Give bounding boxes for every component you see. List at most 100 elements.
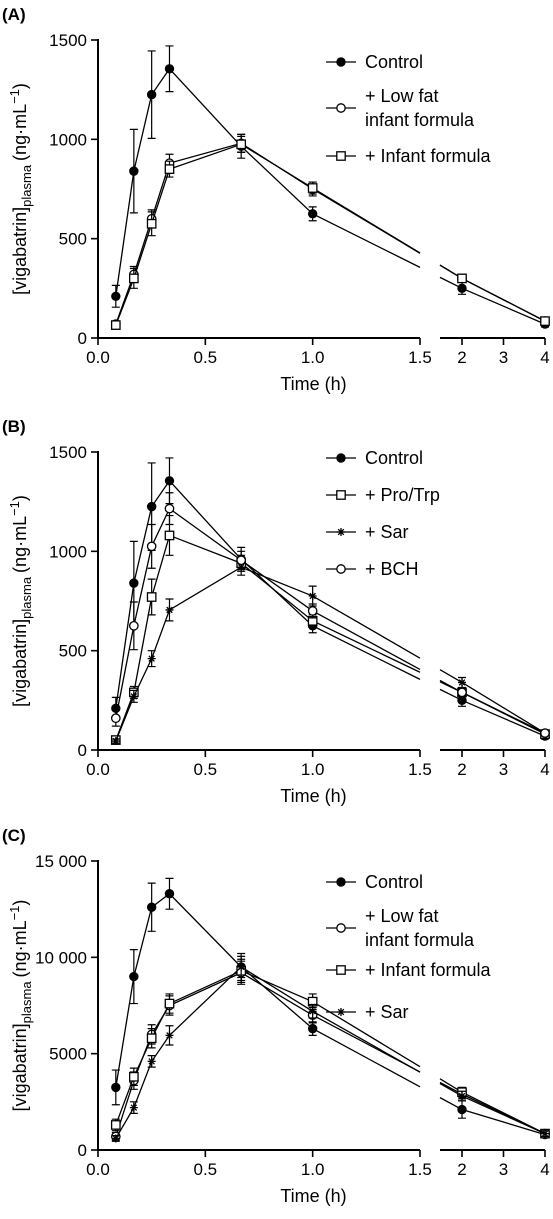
data-point <box>146 218 157 229</box>
legend-label: Control <box>365 448 423 468</box>
data-point <box>164 503 175 514</box>
y-axis-title-close: ) <box>10 495 30 501</box>
data-point <box>111 737 120 746</box>
y-axis-title-sup: −1 <box>7 501 22 516</box>
data-point <box>110 320 121 330</box>
data-point <box>307 183 318 193</box>
legend-label: Control <box>365 872 423 892</box>
data-point <box>165 605 174 614</box>
panel-label: (A) <box>2 5 26 24</box>
y-tick-label: 0 <box>78 329 87 348</box>
data-point <box>164 64 175 74</box>
legend-label: + Sar <box>365 522 409 542</box>
data-point <box>236 555 247 566</box>
chart-panel-1: (A) 0 500 1000 1500 0.0 0.5 1.0 1.5 2 3 4 Time (h) [v… <box>2 5 550 394</box>
y-tick-label: 500 <box>59 230 87 249</box>
y-tick-label: 15 000 <box>35 852 87 871</box>
series-4: + Sar <box>111 955 549 1143</box>
y-axis-title: [vigabatrin]plasma (ng·mL−1) <box>7 83 34 295</box>
data-point <box>147 654 156 663</box>
data-point <box>458 1092 466 1101</box>
data-point <box>129 692 138 701</box>
series-line <box>115 966 421 1139</box>
legend-marker <box>336 877 346 887</box>
series-1: Control <box>111 448 550 741</box>
y-axis-title: [vigabatrin]plasma (ng·mL−1) <box>7 900 34 1112</box>
y-axis-title-close: ) <box>10 83 30 89</box>
chart-panel-3: (C) 0 5000 10 000 15 000 0.0 0.5 1.0 1.5 2 3 4 Time … <box>2 826 550 1206</box>
legend-label: + Low fat infant formula <box>365 906 475 950</box>
x-tick-label: 3 <box>499 1160 508 1179</box>
data-point <box>146 592 157 602</box>
data-point <box>146 1033 157 1044</box>
data-point <box>308 1007 317 1016</box>
data-point <box>164 998 175 1009</box>
x-tick-label: 3 <box>499 348 508 367</box>
data-point <box>146 902 157 912</box>
series-line-segment-2 <box>439 669 546 734</box>
legend-label-line: infant formula <box>365 930 475 950</box>
series-line <box>115 972 421 1137</box>
data-point <box>236 139 247 150</box>
data-point <box>129 1103 138 1112</box>
x-tick-label: 1.0 <box>301 348 325 367</box>
x-tick-label: 0.5 <box>194 348 218 367</box>
data-point <box>146 541 157 552</box>
x-tick-label: 4 <box>540 760 549 779</box>
x-tick-label: 0.5 <box>194 760 218 779</box>
series-2: + Pro/Trp <box>110 485 550 745</box>
data-point <box>307 209 318 219</box>
data-point <box>147 1057 156 1066</box>
series-1: Control <box>111 45 550 329</box>
series-line-segment-2 <box>439 688 546 737</box>
data-point <box>164 530 175 541</box>
data-point <box>111 291 121 301</box>
series-1: Control <box>111 872 550 1140</box>
series-3: + Infant formula <box>110 958 550 1139</box>
legend-marker <box>336 923 346 933</box>
y-tick-label: 0 <box>78 741 87 760</box>
y-axis-title-unit: (ng·mL <box>10 104 30 161</box>
data-point <box>146 501 157 512</box>
x-tick-label: 0.0 <box>86 348 110 367</box>
data-point <box>457 273 467 284</box>
series-line-segment-2 <box>439 679 546 734</box>
y-axis-title-sup: −1 <box>7 906 22 921</box>
data-point <box>110 1120 121 1130</box>
legend-marker <box>336 490 346 500</box>
data-point <box>540 728 550 738</box>
data-point <box>128 620 139 631</box>
chart-panel-2: (B) 0 500 1000 1500 0.0 0.5 1.0 1.5 2 3 4 Time (h) [v… <box>2 417 550 806</box>
y-axis-title-close: ) <box>10 900 30 906</box>
x-tick-label: 0.5 <box>194 1160 218 1179</box>
x-tick-label: 3 <box>499 760 508 779</box>
x-tick-label: 4 <box>540 348 549 367</box>
legend-label: + Pro/Trp <box>365 485 440 505</box>
x-tick-label: 1.5 <box>408 348 432 367</box>
series-4: + BCH <box>110 492 550 738</box>
y-axis-title-main: [vigabatrin] <box>10 619 30 707</box>
y-axis-title-sup: −1 <box>7 89 22 104</box>
series-line-segment-2 <box>439 276 546 325</box>
x-tick-label: 1.5 <box>408 1160 432 1179</box>
y-tick-label: 10 000 <box>35 948 87 967</box>
data-point <box>164 476 175 486</box>
series-3: + Infant formula <box>110 135 550 330</box>
legend-label: + Infant formula <box>365 960 492 980</box>
data-point <box>458 678 466 687</box>
series-line <box>115 142 421 325</box>
legend-label-line: infant formula <box>365 110 475 130</box>
data-point <box>164 164 175 174</box>
data-point <box>111 1082 121 1093</box>
legend-marker <box>336 57 346 67</box>
data-point <box>111 1134 120 1143</box>
legend-marker <box>336 103 346 113</box>
y-axis-title-sub: plasma <box>19 576 34 619</box>
x-axis-title: Time (h) <box>280 374 346 394</box>
series-line-segment-2 <box>439 1097 546 1136</box>
x-tick-label: 0.0 <box>86 760 110 779</box>
series-line <box>115 566 421 742</box>
y-tick-label: 0 <box>78 1141 87 1160</box>
data-point <box>457 1104 467 1115</box>
